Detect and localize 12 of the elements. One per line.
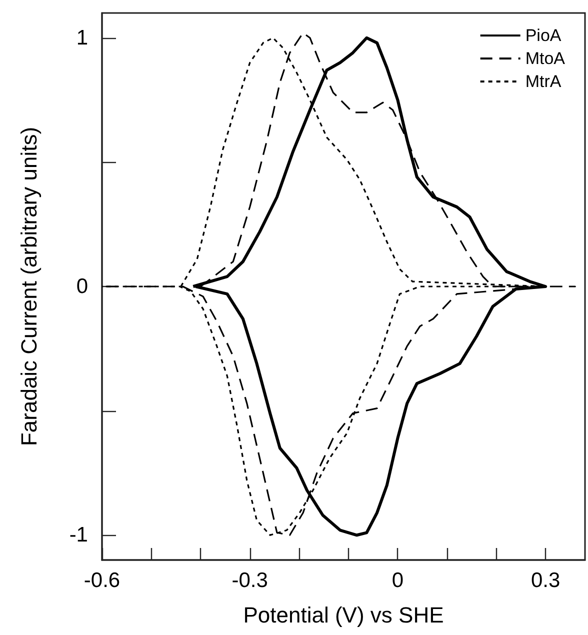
legend-label: MtoA xyxy=(525,49,566,68)
x-axis-title: Potential (V) vs SHE xyxy=(243,602,444,628)
x-tick-label: -0.6 xyxy=(84,569,120,592)
y-axis-title: Faradaic Current (arbitrary units) xyxy=(16,126,42,446)
x-tick-label: 0.3 xyxy=(530,569,560,592)
y-tick-label: -1 xyxy=(69,524,88,547)
y-tick-label: 0 xyxy=(76,275,88,298)
x-tick-label: 0 xyxy=(392,569,404,592)
y-tick-label: 1 xyxy=(76,26,88,50)
legend-label: PioA xyxy=(525,26,562,45)
x-tick-label: -0.3 xyxy=(232,569,268,592)
legend-label: MtrA xyxy=(525,72,562,91)
